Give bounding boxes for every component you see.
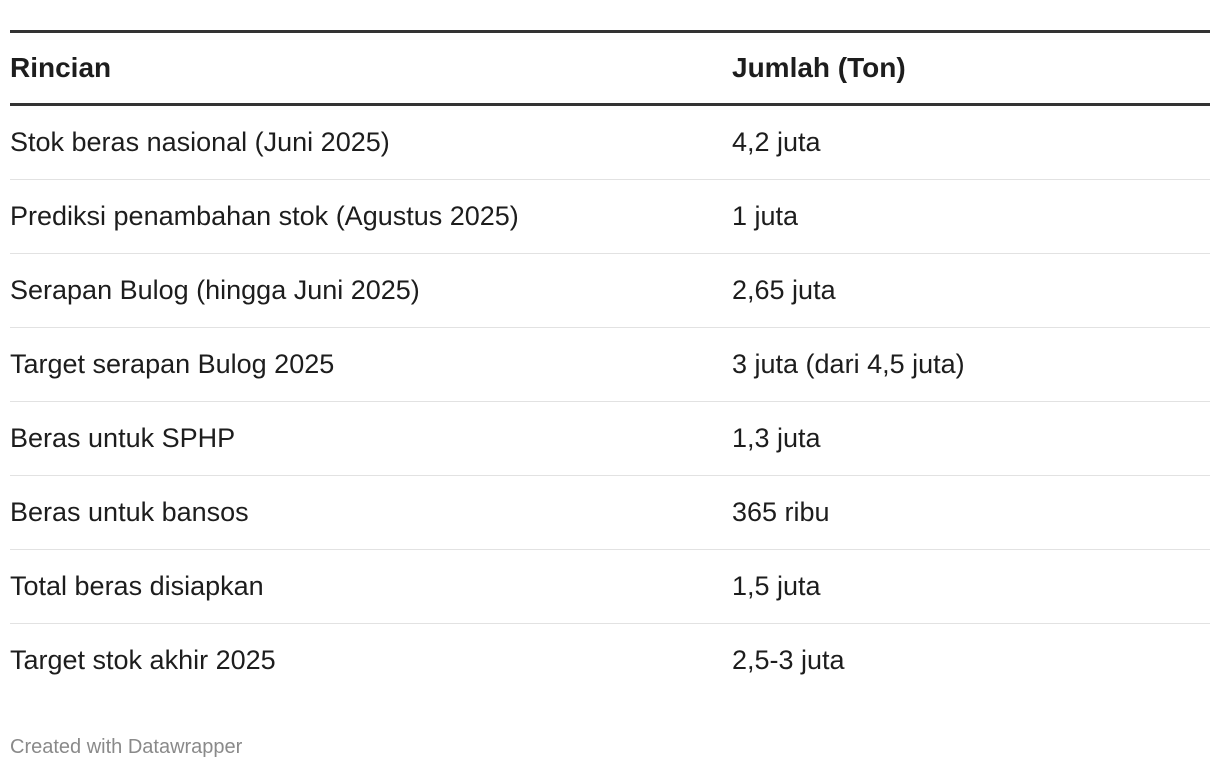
data-table: Rincian Jumlah (Ton) Stok beras nasional… — [10, 30, 1210, 697]
row-value: 1,3 juta — [732, 401, 1210, 476]
row-value: 365 ribu — [732, 475, 1210, 550]
row-label: Beras untuk SPHP — [10, 401, 732, 476]
row-label: Target serapan Bulog 2025 — [10, 327, 732, 402]
row-value: 1 juta — [732, 179, 1210, 254]
data-table-container: Rincian Jumlah (Ton) Stok beras nasional… — [10, 30, 1210, 697]
table-header: Rincian Jumlah (Ton) — [10, 31, 1210, 106]
header-jumlah: Jumlah (Ton) — [732, 31, 1210, 106]
table-row: Total beras disiapkan 1,5 juta — [10, 549, 1210, 624]
table-row: Prediksi penambahan stok (Agustus 2025) … — [10, 179, 1210, 254]
table-row: Serapan Bulog (hingga Juni 2025) 2,65 ju… — [10, 253, 1210, 328]
row-value: 4,2 juta — [732, 104, 1210, 180]
row-label: Prediksi penambahan stok (Agustus 2025) — [10, 179, 732, 254]
table-row: Target stok akhir 2025 2,5-3 juta — [10, 624, 1210, 698]
row-value: 2,65 juta — [732, 253, 1210, 328]
row-label: Serapan Bulog (hingga Juni 2025) — [10, 253, 732, 328]
header-row: Rincian Jumlah (Ton) — [10, 31, 1210, 106]
row-value: 1,5 juta — [732, 549, 1210, 624]
row-label: Target stok akhir 2025 — [10, 645, 276, 675]
datawrapper-credit: Created with Datawrapper — [10, 736, 243, 758]
row-label: Stok beras nasional (Juni 2025) — [10, 104, 732, 180]
table-row: Target serapan Bulog 2025 3 juta (dari 4… — [10, 327, 1210, 402]
table-body: Stok beras nasional (Juni 2025) 4,2 juta… — [10, 104, 1210, 698]
table-row: Beras untuk bansos 365 ribu — [10, 475, 1210, 550]
table-row: Beras untuk SPHP 1,3 juta — [10, 401, 1210, 476]
table-row: Stok beras nasional (Juni 2025) 4,2 juta — [10, 104, 1210, 180]
row-label: Total beras disiapkan — [10, 549, 732, 624]
row-label: Beras untuk bansos — [10, 475, 732, 550]
row-value: 2,5-3 juta — [732, 645, 845, 675]
header-rincian: Rincian — [10, 31, 732, 106]
row-value: 3 juta (dari 4,5 juta) — [732, 327, 1210, 402]
